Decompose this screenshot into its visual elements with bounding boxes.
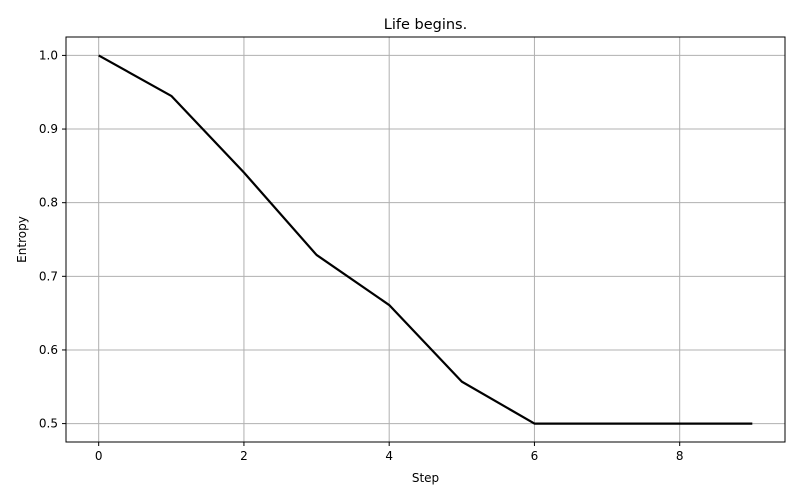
chart-title: Life begins.	[384, 17, 467, 33]
series-layer	[98, 54, 753, 425]
y-tick-label: 0.7	[39, 269, 58, 283]
y-tick-label: 0.5	[39, 417, 58, 431]
series-line	[98, 54, 753, 425]
y-axis-label: Entropy	[15, 216, 29, 263]
x-tick-label: 4	[385, 449, 393, 463]
x-axis-label: Step	[412, 471, 439, 485]
y-tick-label: 1.0	[39, 48, 58, 62]
x-tick-label: 8	[676, 449, 684, 463]
x-tick-label: 2	[240, 449, 248, 463]
y-tick-label: 0.9	[39, 122, 58, 136]
plot-frame	[65, 36, 786, 443]
x-tick-label: 6	[531, 449, 539, 463]
y-tick-label: 0.6	[39, 343, 58, 357]
y-tick-label: 0.8	[39, 196, 58, 210]
grid	[66, 37, 785, 442]
ticks: 0 2 4 6 8 0.5 0.6 0.7 0.8 0.9 1.0	[39, 48, 684, 463]
x-tick-label: 0	[95, 449, 103, 463]
